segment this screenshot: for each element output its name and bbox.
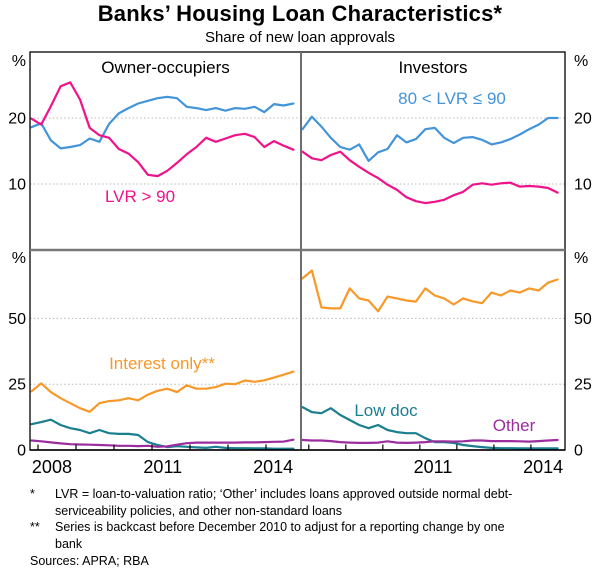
y-tick-label: 0 xyxy=(17,443,26,460)
year-label: 2008 xyxy=(32,457,72,477)
chart-title: Banks’ Housing Loan Characteristics* xyxy=(97,1,503,26)
footnote-2-marker: ** xyxy=(30,520,40,534)
series-label: Other xyxy=(493,416,536,435)
series-interest-only- xyxy=(30,370,295,413)
series-label: Low doc xyxy=(354,401,418,420)
y-tick-label: 20 xyxy=(8,111,26,128)
footnote-2: ** Series is backcast before December 20… xyxy=(30,519,590,552)
y-tick-label: 20 xyxy=(574,111,592,128)
footnote-1: * LVR = loan-to-valuation ratio; ‘Other’… xyxy=(30,486,590,519)
footnote-2-text: Series is backcast before December 2010 … xyxy=(55,520,505,551)
panel-title: Owner-occupiers xyxy=(101,58,230,77)
chart-subtitle: Share of new loan approvals xyxy=(204,29,396,46)
footnotes: * LVR = loan-to-valuation ratio; ‘Other’… xyxy=(30,486,590,570)
footnote-1-marker: * xyxy=(30,487,35,501)
series-80-lvr-90 xyxy=(301,115,559,162)
series-80-lvr-90 xyxy=(30,95,295,150)
y-tick-label: 25 xyxy=(8,377,26,394)
footnote-1-text: LVR = loan-to-valuation ratio; ‘Other’ i… xyxy=(55,487,513,518)
y-tick-label: 25 xyxy=(574,377,592,394)
y-tick-label: 10 xyxy=(574,177,592,194)
y-axis-unit-bottom-left: % xyxy=(12,250,26,267)
panel-title: Investors xyxy=(399,58,468,77)
series-interest-only- xyxy=(301,269,559,313)
year-label: 2011 xyxy=(143,457,182,477)
series-label: LVR > 90 xyxy=(105,187,175,206)
series-label: Interest only** xyxy=(109,354,215,373)
year-label: 2014 xyxy=(253,457,293,477)
y-tick-label: 0 xyxy=(574,443,583,460)
series-label: 80 < LVR ≤ 90 xyxy=(398,89,506,108)
series-other xyxy=(301,438,559,444)
y-axis-unit-top-right: % xyxy=(574,53,588,70)
series-low-doc xyxy=(301,406,559,450)
y-tick-label: 50 xyxy=(574,311,592,328)
y-tick-label: 50 xyxy=(8,311,26,328)
y-axis-unit-bottom-right: % xyxy=(574,250,588,267)
y-axis-unit-top-left: % xyxy=(12,53,26,70)
year-label: 2011 xyxy=(414,457,453,477)
series-other xyxy=(30,438,295,448)
y-tick-label: 10 xyxy=(8,177,26,194)
year-label: 2014 xyxy=(523,457,563,477)
series-lvr-90 xyxy=(301,150,559,205)
series-lvr-90 xyxy=(30,81,295,178)
sources-line: Sources: APRA; RBA xyxy=(30,554,149,568)
